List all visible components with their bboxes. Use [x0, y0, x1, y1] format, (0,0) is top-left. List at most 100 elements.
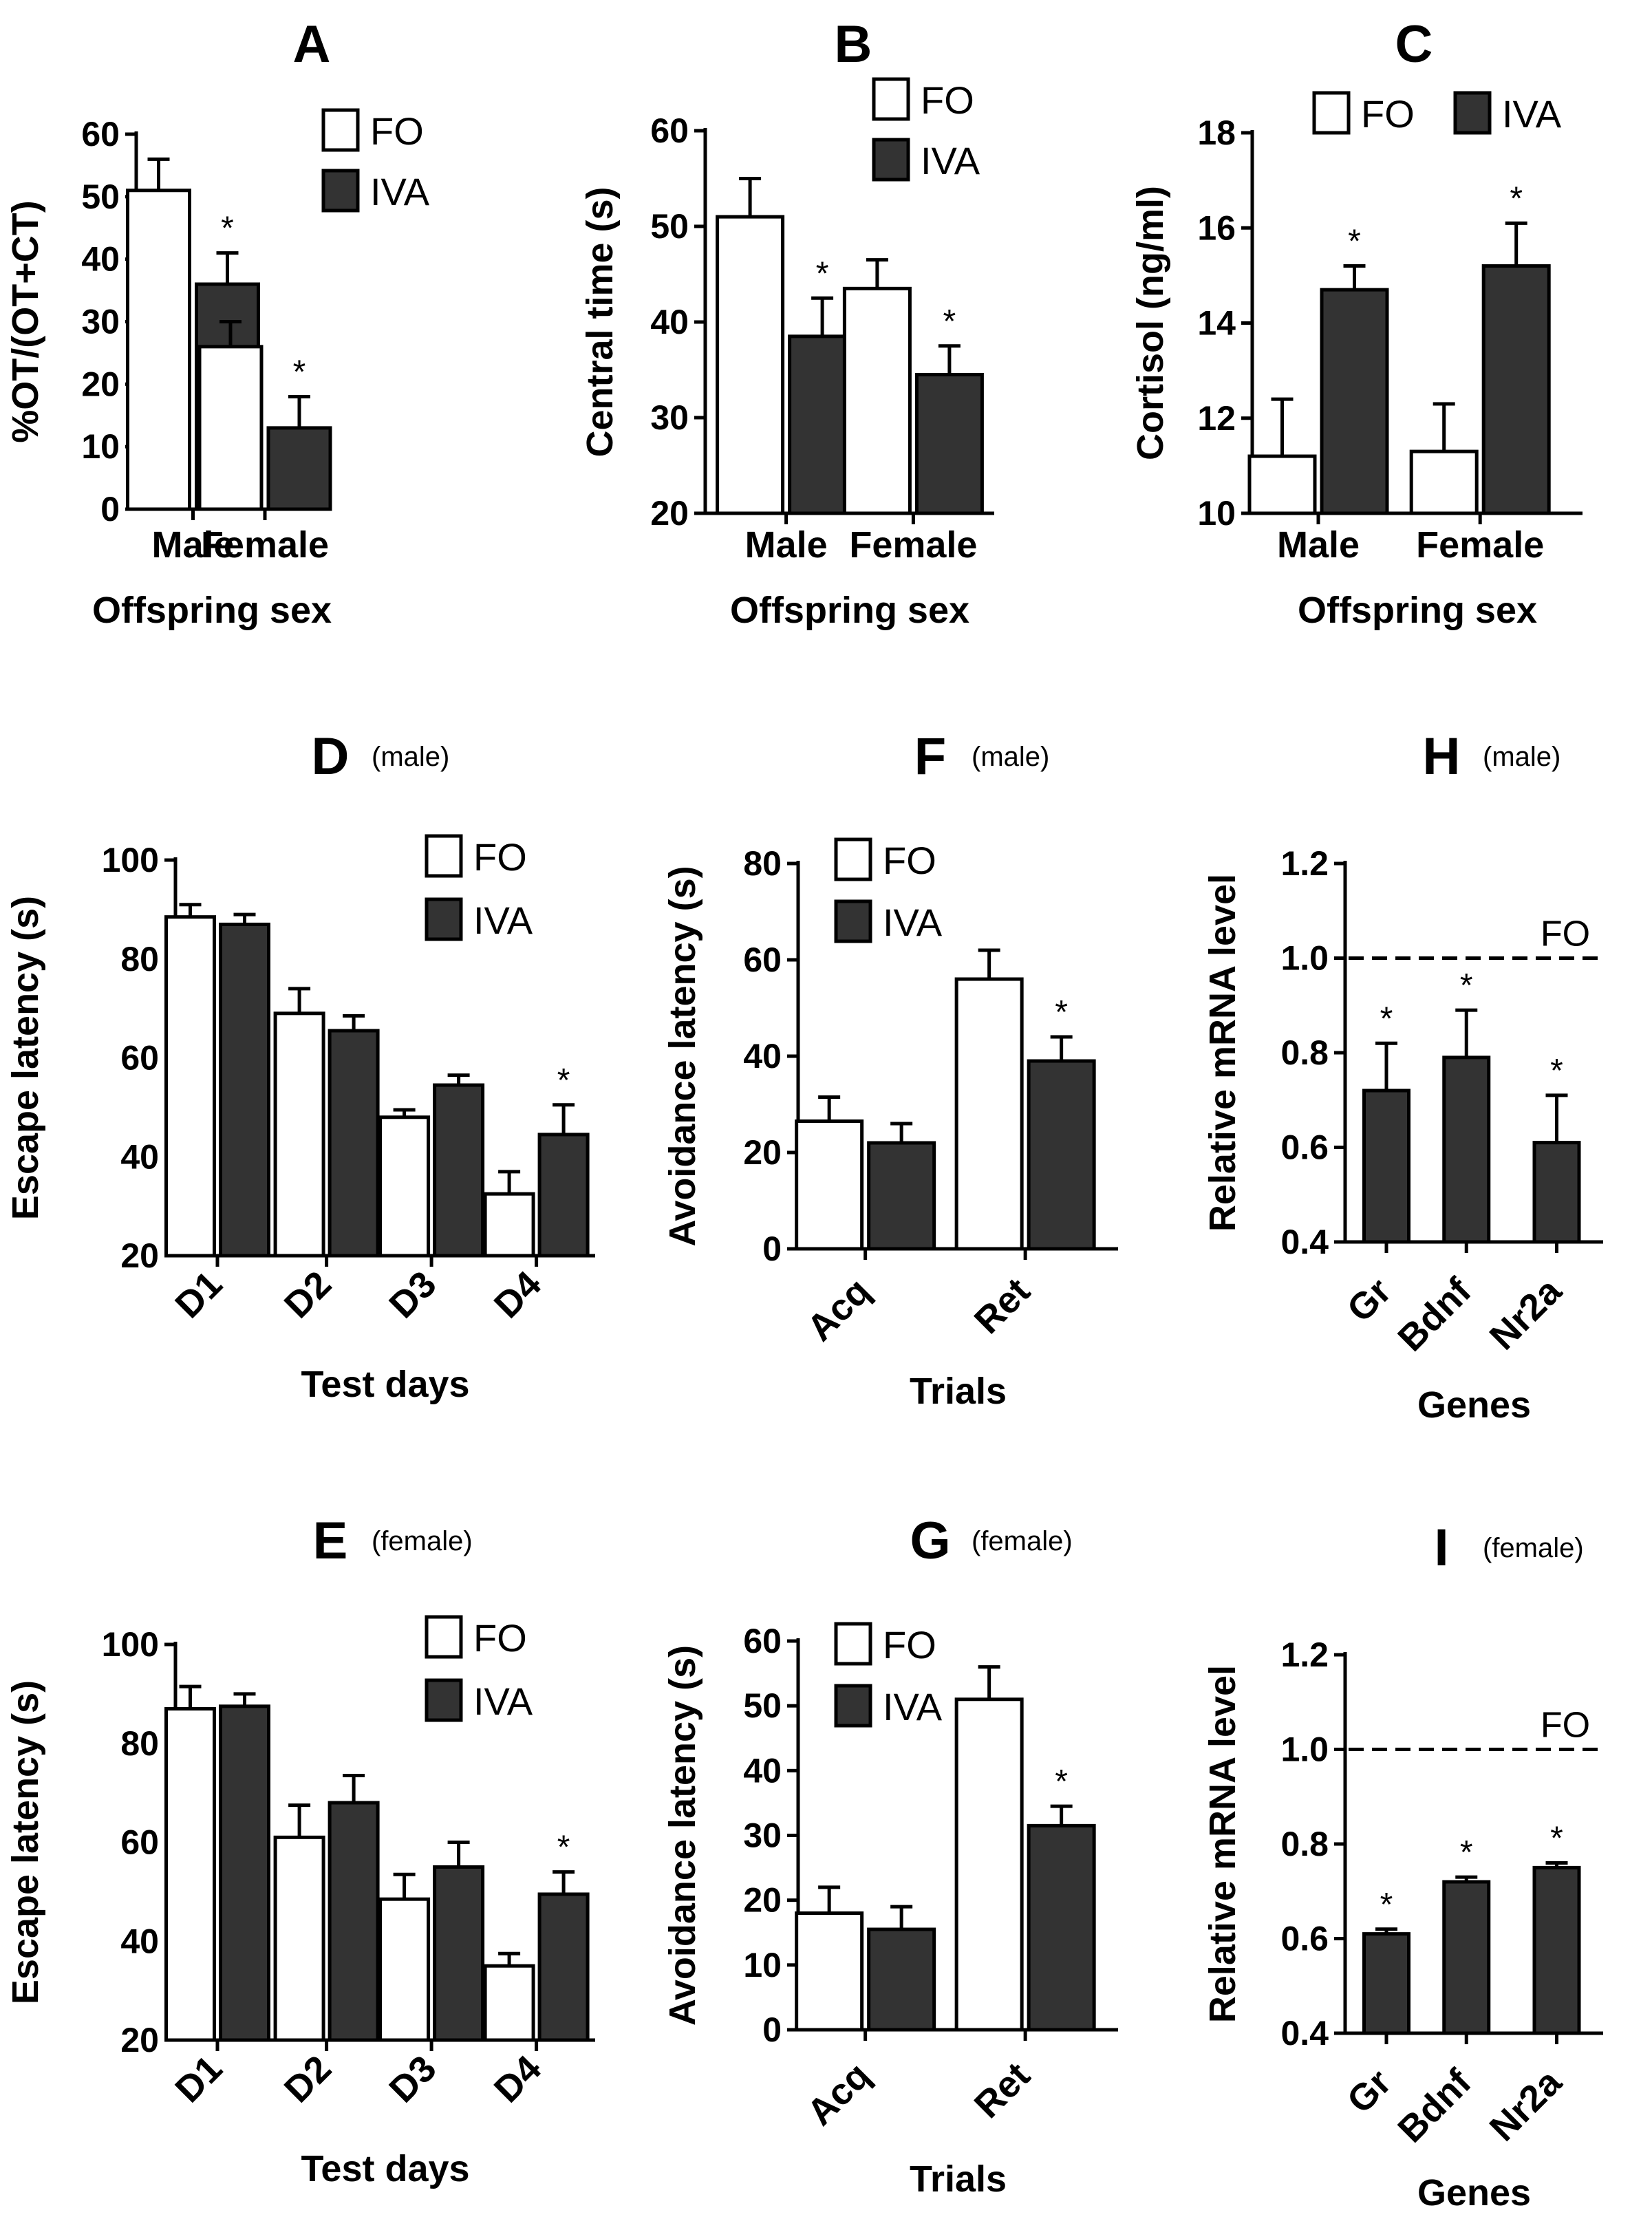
x-axis-title: Offspring sex	[92, 590, 332, 631]
y-tick-label: 40	[120, 1922, 159, 1960]
bar-iva-nr2a	[1532, 1141, 1581, 1244]
bar-fo-d1	[164, 1706, 216, 2042]
panel-letter: A	[293, 15, 331, 74]
significance-star: *	[557, 1830, 570, 1866]
bar-iva-acq	[867, 1927, 936, 2032]
y-tick-label: 30	[743, 1816, 782, 1855]
legend-swatch-fo	[425, 1615, 463, 1659]
legend-label-iva: IVA	[921, 139, 980, 182]
x-axis-title: Test days	[301, 2148, 469, 2189]
chart-panel-h: H (male) 0.4 0.6 0.8 1.0 1.2 Relative mRNA leve…	[1202, 727, 1603, 1426]
bar-iva-female	[914, 372, 984, 515]
panel-letter: I	[1434, 1519, 1448, 1577]
legend-swatch-iva	[834, 1684, 872, 1728]
bar-fo-ret	[954, 1697, 1024, 2032]
y-tick-label: 50	[81, 178, 120, 216]
y-tick-label: 18	[1197, 114, 1236, 152]
significance-star: *	[1550, 1053, 1563, 1089]
y-tick-label: 40	[120, 1137, 159, 1176]
x-tick-label: Male	[151, 524, 234, 566]
panel-subtitle: (female)	[372, 1526, 473, 1556]
legend-swatch-fo	[1312, 91, 1351, 135]
chart-panel-a: A 0 10 20 30 40 50 60 %OT/(OT+CT) * Male * Female Off…	[5, 15, 430, 631]
x-tick-label: D3	[381, 1263, 444, 1326]
x-axis-title: Genes	[1417, 1384, 1531, 1426]
bar-iva-d1	[219, 1704, 270, 2042]
panel-letter: D	[312, 727, 350, 786]
x-tick-label: Bdnf	[1390, 2061, 1479, 2150]
x-tick-label: D4	[486, 2048, 549, 2110]
y-tick-label: 16	[1197, 208, 1236, 247]
legend-label-fo: FO	[921, 78, 974, 122]
bar-fo-ret	[954, 977, 1024, 1251]
chart-panel-c: C 10 12 14 16 18 Cortisol (ng/ml) * Male * Female O…	[1130, 15, 1583, 631]
y-tick-label: 20	[120, 2021, 159, 2059]
y-tick-label: 40	[743, 1037, 782, 1075]
y-tick-label: 1.0	[1280, 1730, 1329, 1769]
reference-line-label: FO	[1541, 914, 1590, 954]
y-tick-label: 0	[762, 2011, 782, 2049]
chart-panel-f: F (male) 0 20 40 60 80 Avoidance latency (s) Acq…	[662, 727, 1118, 1412]
panel-letter: H	[1423, 727, 1461, 786]
legend-swatch-iva	[872, 138, 910, 182]
y-tick-label: 0	[762, 1230, 782, 1268]
panel-letter: B	[835, 15, 872, 74]
y-tick-label: 100	[102, 1625, 159, 1664]
x-tick-label: Ret	[967, 2055, 1038, 2126]
bar-fo-d3	[378, 1897, 431, 2042]
y-tick-label: 40	[743, 1751, 782, 1790]
y-tick-label: 60	[743, 941, 782, 979]
x-tick-label: D3	[381, 2048, 444, 2110]
x-tick-label: D4	[486, 1263, 549, 1326]
x-axis-title: Trials	[910, 2158, 1007, 2200]
panel-subtitle: (male)	[972, 742, 1049, 772]
significance-star: *	[943, 303, 956, 340]
bar-fo-d1	[164, 915, 216, 1258]
significance-star: *	[1460, 967, 1473, 1004]
y-tick-label: 60	[650, 111, 689, 150]
y-tick-label: 40	[650, 303, 689, 341]
y-tick-label: 30	[81, 303, 120, 341]
bar-fo-d4	[483, 1192, 535, 1258]
y-tick-label: 40	[81, 240, 120, 279]
legend-label-fo: FO	[473, 835, 527, 879]
bar-fo-male	[716, 215, 785, 515]
chart-panel-b: B 20 30 40 50 60 Central time (s) * Male * Female O…	[579, 15, 994, 631]
chart-panel-d: D (male) 20 40 60 80 100 Escape latency (s) D1 D2…	[5, 727, 595, 1405]
x-tick-label: D1	[167, 1263, 230, 1326]
legend-label-fo: FO	[370, 109, 424, 153]
x-tick-label: Nr2a	[1482, 1269, 1570, 1358]
x-tick-label: D1	[167, 2048, 230, 2110]
x-tick-label: Male	[1277, 524, 1360, 566]
y-axis-title: Avoidance latency (s)	[662, 1645, 703, 2026]
bar-iva-female	[266, 426, 332, 511]
bar-iva-male	[1320, 288, 1389, 515]
y-tick-label: 10	[743, 1946, 782, 1984]
y-axis-title: %OT/(OT+CT)	[5, 200, 46, 442]
bar-iva-bdnf	[1442, 1055, 1491, 1244]
legend-label-iva: IVA	[883, 1685, 943, 1728]
y-tick-label: 1.2	[1280, 1636, 1329, 1674]
panel-subtitle: (male)	[372, 742, 449, 772]
x-axis-title: Offspring sex	[730, 590, 969, 631]
legend: FO IVA	[834, 837, 943, 944]
bar-fo-male	[126, 189, 191, 511]
panel-letter: C	[1395, 15, 1433, 74]
x-tick-label: D2	[277, 2048, 339, 2110]
bar-iva-ret	[1027, 1823, 1096, 2032]
bar-iva-nr2a	[1532, 1865, 1581, 2035]
panel-subtitle: (female)	[972, 1526, 1073, 1556]
legend-label-iva: IVA	[1502, 92, 1562, 136]
y-tick-label: 60	[81, 115, 120, 153]
x-axis-title: Offspring sex	[1298, 590, 1537, 631]
significance-star: *	[1510, 180, 1523, 217]
bar-fo-d4	[483, 1964, 535, 2042]
bar-fo-male	[1247, 454, 1317, 515]
x-tick-label: Bdnf	[1390, 1269, 1479, 1359]
panel-subtitle: (female)	[1483, 1533, 1584, 1563]
y-tick-label: 20	[81, 365, 120, 403]
legend-swatch-fo	[425, 834, 463, 878]
legend-label-fo: FO	[883, 1623, 936, 1666]
significance-star: *	[1055, 994, 1068, 1031]
y-tick-label: 0	[100, 490, 120, 528]
